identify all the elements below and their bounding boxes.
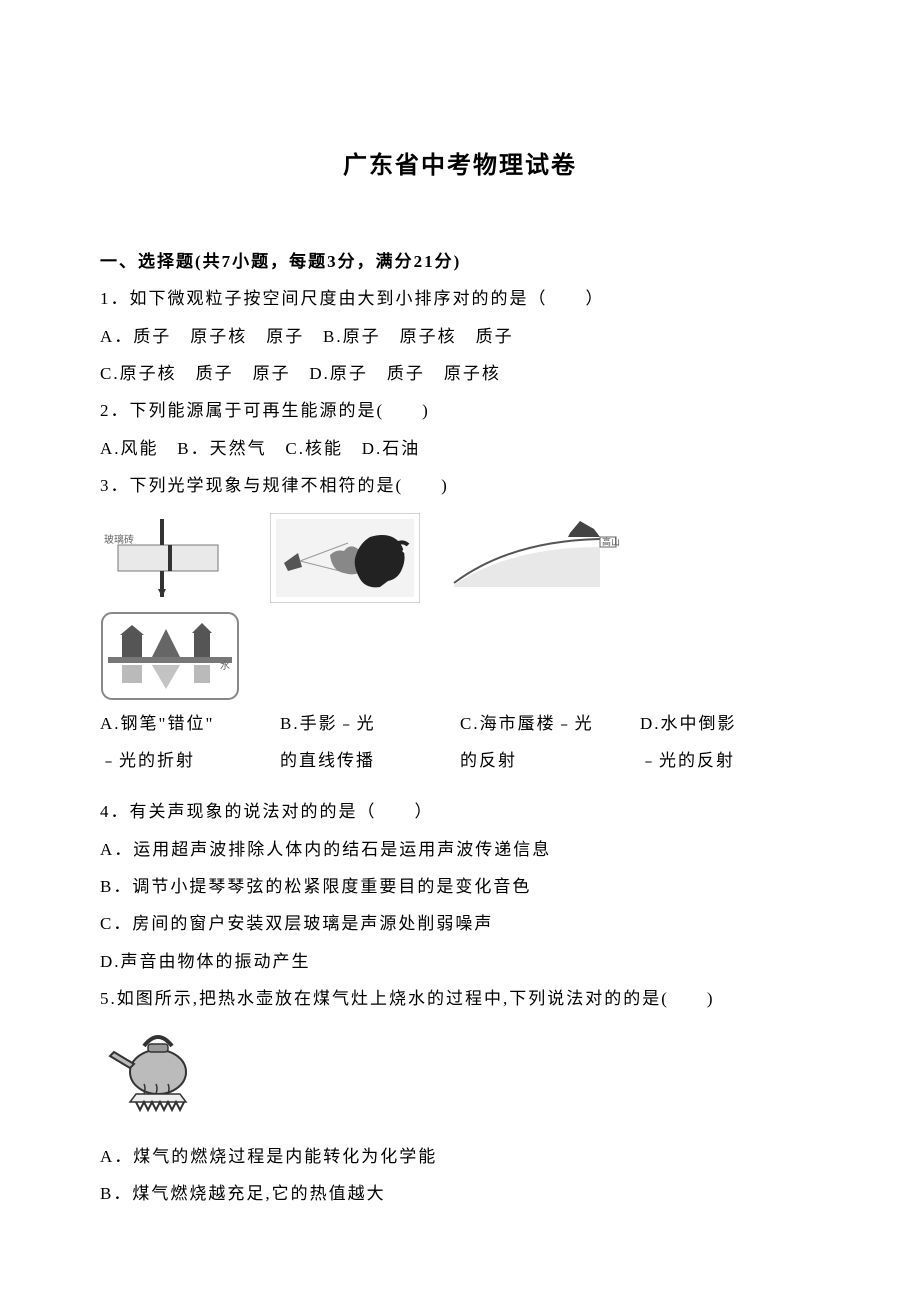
figure-pen-glass: 玻璃砖 (100, 513, 240, 603)
section-1-heading: 一、选择题(共7小题，每题3分，满分21分) (100, 243, 820, 280)
q3-option-b: B.手影﹣光 的直线传播 (280, 705, 460, 780)
figure-kettle (100, 1024, 820, 1132)
q3-option-b-line1: B.手影﹣光 (280, 705, 460, 742)
q5-option-a: A．煤气的燃烧过程是内能转化为化学能 (100, 1138, 820, 1175)
question-1-stem: 1．如下微观粒子按空间尺度由大到小排序对的的是（ ） (100, 280, 820, 317)
question-3-figures-row1: 玻璃砖 高山 (100, 513, 820, 603)
q3-option-a-line1: A.钢笔"错位" (100, 705, 280, 742)
question-3-options: A.钢笔"错位" ﹣光的折射 B.手影﹣光 的直线传播 C.海市蜃楼﹣光 的反射… (100, 705, 820, 780)
q3-option-c: C.海市蜃楼﹣光 的反射 (460, 705, 640, 780)
q1-option-b: B.原子 原子核 质子 (323, 327, 514, 346)
spacer (100, 779, 820, 793)
q3-option-c-line2: 的反射 (460, 742, 640, 779)
figure-mountain-label: 高山 (602, 536, 620, 547)
figure-mirage: 高山 (450, 513, 620, 603)
q1-option-c: C.原子核 质子 原子 (100, 364, 291, 383)
q3-option-c-line1: C.海市蜃楼﹣光 (460, 705, 640, 742)
q3-option-d-line2: ﹣光的反射 (640, 742, 820, 779)
svg-text:水: 水 (220, 660, 230, 672)
q3-option-d-line1: D.水中倒影 (640, 705, 820, 742)
q3-option-a-line2: ﹣光的折射 (100, 742, 280, 779)
q3-option-a: A.钢笔"错位" ﹣光的折射 (100, 705, 280, 780)
q3-option-d: D.水中倒影 ﹣光的反射 (640, 705, 820, 780)
q1-option-d: D.原子 质子 原子核 (309, 364, 501, 383)
q5-option-b: B．煤气燃烧越充足,它的热值越大 (100, 1175, 820, 1212)
question-2-options: A.风能 B．天然气 C.核能 D.石油 (100, 430, 820, 467)
q4-option-a: A．运用超声波排除人体内的结石是运用声波传递信息 (100, 831, 820, 868)
exam-title: 广东省中考物理试卷 (100, 140, 820, 193)
q2-option-c: C.核能 (285, 439, 343, 458)
question-3-stem: 3．下列光学现象与规律不相符的是( ) (100, 467, 820, 504)
figure-hand-shadow (270, 513, 420, 603)
q2-option-d: D.石油 (362, 439, 421, 458)
q4-option-c: C．房间的窗户安装双层玻璃是声源处削弱噪声 (100, 905, 820, 942)
q4-option-d: D.声音由物体的振动产生 (100, 943, 820, 980)
q2-option-a: A.风能 (100, 439, 159, 458)
question-4-stem: 4．有关声现象的说法对的的是（ ） (100, 793, 820, 830)
question-2-stem: 2．下列能源属于可再生能源的是( ) (100, 392, 820, 429)
q3-option-b-line2: 的直线传播 (280, 742, 460, 779)
q1-option-a: A．质子 原子核 原子 (100, 327, 304, 346)
question-1-options: A．质子 原子核 原子 B.原子 原子核 质子 (100, 318, 820, 355)
figure-glass-label: 玻璃砖 (104, 533, 134, 546)
q4-option-b: B．调节小提琴琴弦的松紧限度重要目的是变化音色 (100, 868, 820, 905)
question-1-options-2: C.原子核 质子 原子 D.原子 质子 原子核 (100, 355, 820, 392)
exam-page: 广东省中考物理试卷 一、选择题(共7小题，每题3分，满分21分) 1．如下微观粒… (0, 0, 920, 1302)
question-5-stem: 5.如图所示,把热水壶放在煤气灶上烧水的过程中,下列说法对的的是( ) (100, 980, 820, 1017)
question-3-figures-row2: 水 (100, 611, 820, 701)
figure-water-reflection: 水 (100, 611, 240, 701)
q2-option-b: B．天然气 (177, 439, 266, 458)
